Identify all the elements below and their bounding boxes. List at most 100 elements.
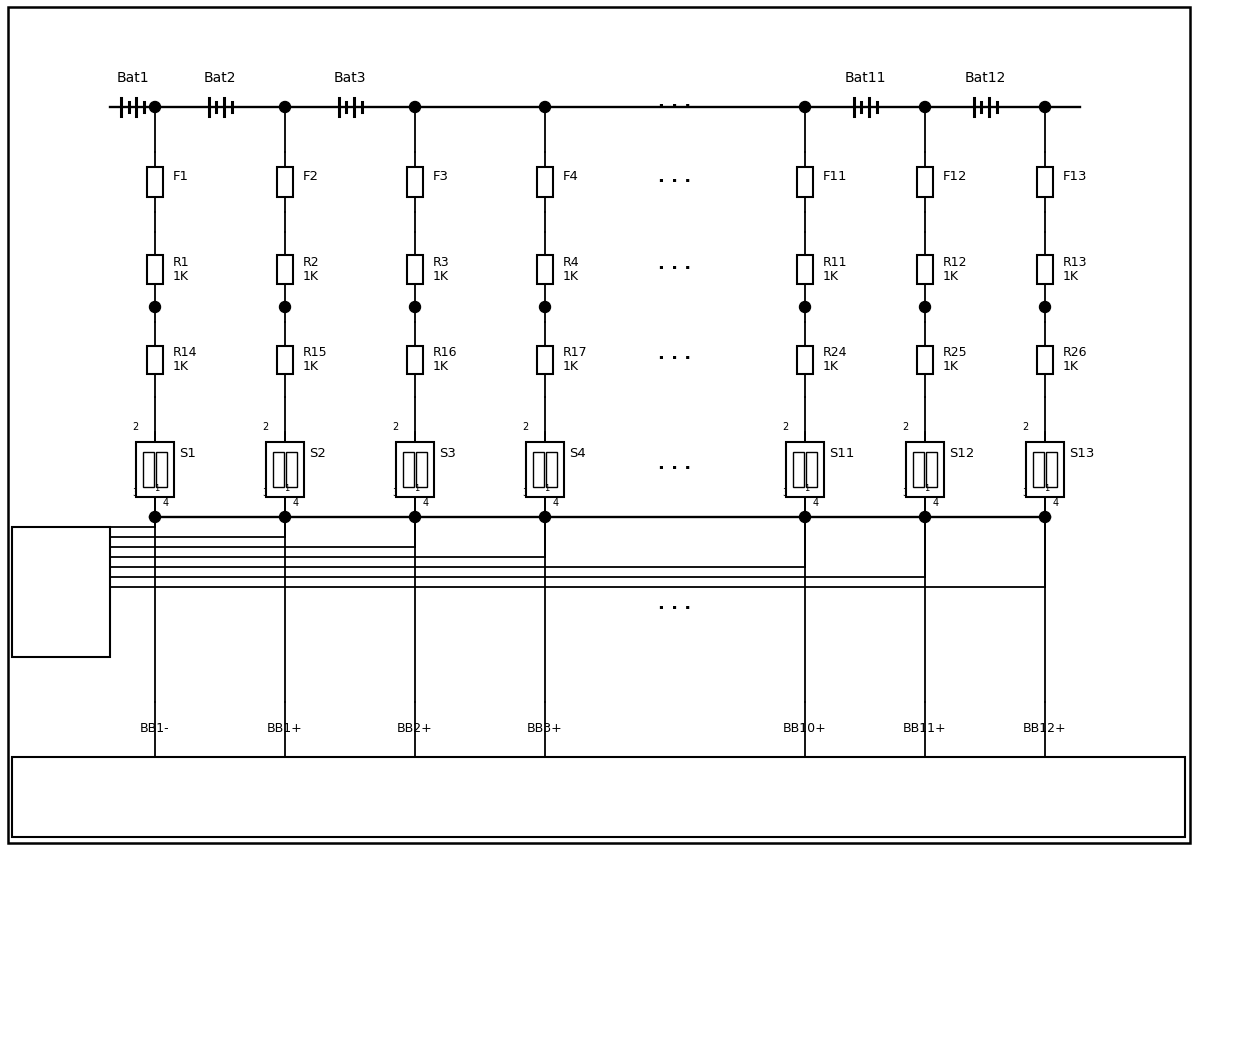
Text: 4: 4 bbox=[423, 498, 429, 508]
Text: 1K: 1K bbox=[823, 270, 839, 283]
Circle shape bbox=[920, 512, 930, 522]
Bar bbox=[156, 452, 167, 487]
Circle shape bbox=[1039, 301, 1050, 313]
Bar bbox=[1037, 346, 1053, 373]
Circle shape bbox=[279, 301, 290, 313]
Bar bbox=[148, 346, 162, 373]
Text: 3: 3 bbox=[1022, 488, 1028, 498]
Text: S4: S4 bbox=[569, 447, 585, 460]
Text: F1: F1 bbox=[174, 170, 188, 184]
Text: R24: R24 bbox=[823, 346, 847, 359]
Text: R26: R26 bbox=[1063, 346, 1087, 359]
Bar bbox=[537, 346, 553, 373]
Text: · · ·: · · · bbox=[658, 98, 692, 116]
Text: R13: R13 bbox=[1063, 256, 1087, 268]
Text: S11: S11 bbox=[830, 447, 854, 460]
Text: BB12+: BB12+ bbox=[1023, 722, 1066, 735]
Text: · · ·: · · · bbox=[658, 351, 692, 369]
Text: 4: 4 bbox=[553, 498, 559, 508]
Text: 1: 1 bbox=[414, 484, 419, 493]
Text: S3: S3 bbox=[439, 447, 456, 460]
Circle shape bbox=[279, 512, 290, 522]
Bar bbox=[407, 167, 423, 197]
Bar bbox=[7, 7, 1190, 843]
Text: 1K: 1K bbox=[1063, 360, 1079, 373]
Bar bbox=[12, 757, 1185, 837]
Text: 1K: 1K bbox=[563, 270, 579, 283]
Bar bbox=[1033, 452, 1044, 487]
Bar bbox=[1025, 442, 1064, 497]
Circle shape bbox=[539, 101, 551, 112]
Bar bbox=[797, 167, 813, 197]
Bar bbox=[926, 452, 937, 487]
Text: ·: · bbox=[58, 617, 64, 636]
Bar bbox=[918, 346, 932, 373]
Text: R3: R3 bbox=[433, 256, 450, 268]
Text: BB1-: BB1- bbox=[140, 722, 170, 735]
Text: 1: 1 bbox=[1044, 484, 1049, 493]
Text: 4: 4 bbox=[932, 498, 939, 508]
Text: 1: 1 bbox=[924, 484, 930, 493]
Text: F4: F4 bbox=[563, 170, 579, 184]
Bar bbox=[277, 167, 293, 197]
Bar bbox=[1047, 452, 1056, 487]
Text: BB3+: BB3+ bbox=[527, 722, 563, 735]
Text: BB10+: BB10+ bbox=[784, 722, 827, 735]
Bar bbox=[526, 442, 564, 497]
Text: 1K: 1K bbox=[823, 360, 839, 373]
Bar bbox=[136, 442, 174, 497]
Text: Bat11: Bat11 bbox=[844, 71, 885, 85]
Circle shape bbox=[800, 301, 811, 313]
Text: R17: R17 bbox=[563, 346, 588, 359]
Text: 2: 2 bbox=[392, 422, 398, 432]
Text: 3: 3 bbox=[782, 488, 789, 498]
Text: 2: 2 bbox=[522, 422, 528, 432]
Text: 4: 4 bbox=[162, 498, 169, 508]
Circle shape bbox=[279, 101, 290, 112]
Text: F3: F3 bbox=[433, 170, 449, 184]
Text: 1: 1 bbox=[805, 484, 810, 493]
Circle shape bbox=[539, 301, 551, 313]
Bar bbox=[12, 527, 110, 657]
Text: S13: S13 bbox=[1069, 447, 1095, 460]
Text: 1K: 1K bbox=[563, 360, 579, 373]
Bar bbox=[533, 452, 544, 487]
Text: R4: R4 bbox=[563, 256, 579, 268]
Bar bbox=[918, 256, 932, 283]
Bar bbox=[906, 442, 944, 497]
Text: 1: 1 bbox=[544, 484, 549, 493]
Text: R12: R12 bbox=[942, 256, 967, 268]
Bar bbox=[913, 452, 924, 487]
Text: 1K: 1K bbox=[942, 270, 959, 283]
Circle shape bbox=[1039, 101, 1050, 112]
Text: Bat12: Bat12 bbox=[965, 71, 1006, 85]
Text: F2: F2 bbox=[303, 170, 319, 184]
Text: BB2+: BB2+ bbox=[397, 722, 433, 735]
Circle shape bbox=[409, 512, 420, 522]
Bar bbox=[415, 452, 427, 487]
Bar bbox=[148, 256, 162, 283]
Text: 1K: 1K bbox=[303, 360, 319, 373]
Bar bbox=[403, 452, 414, 487]
Text: 4: 4 bbox=[813, 498, 820, 508]
Text: 4: 4 bbox=[1053, 498, 1059, 508]
Text: R15: R15 bbox=[303, 346, 327, 359]
Text: S2: S2 bbox=[309, 447, 326, 460]
Bar bbox=[797, 256, 813, 283]
Circle shape bbox=[800, 512, 811, 522]
Text: 3: 3 bbox=[392, 488, 398, 498]
Bar bbox=[267, 442, 304, 497]
Bar bbox=[286, 452, 298, 487]
Text: R1: R1 bbox=[174, 256, 190, 268]
Text: S12: S12 bbox=[949, 447, 975, 460]
Bar bbox=[396, 442, 434, 497]
Bar bbox=[546, 452, 557, 487]
Circle shape bbox=[920, 101, 930, 112]
Text: 1K: 1K bbox=[303, 270, 319, 283]
Bar bbox=[407, 346, 423, 373]
Text: 3: 3 bbox=[901, 488, 908, 498]
Bar bbox=[1037, 256, 1053, 283]
Circle shape bbox=[920, 301, 930, 313]
Text: R14: R14 bbox=[174, 346, 197, 359]
Text: 2: 2 bbox=[782, 422, 789, 432]
